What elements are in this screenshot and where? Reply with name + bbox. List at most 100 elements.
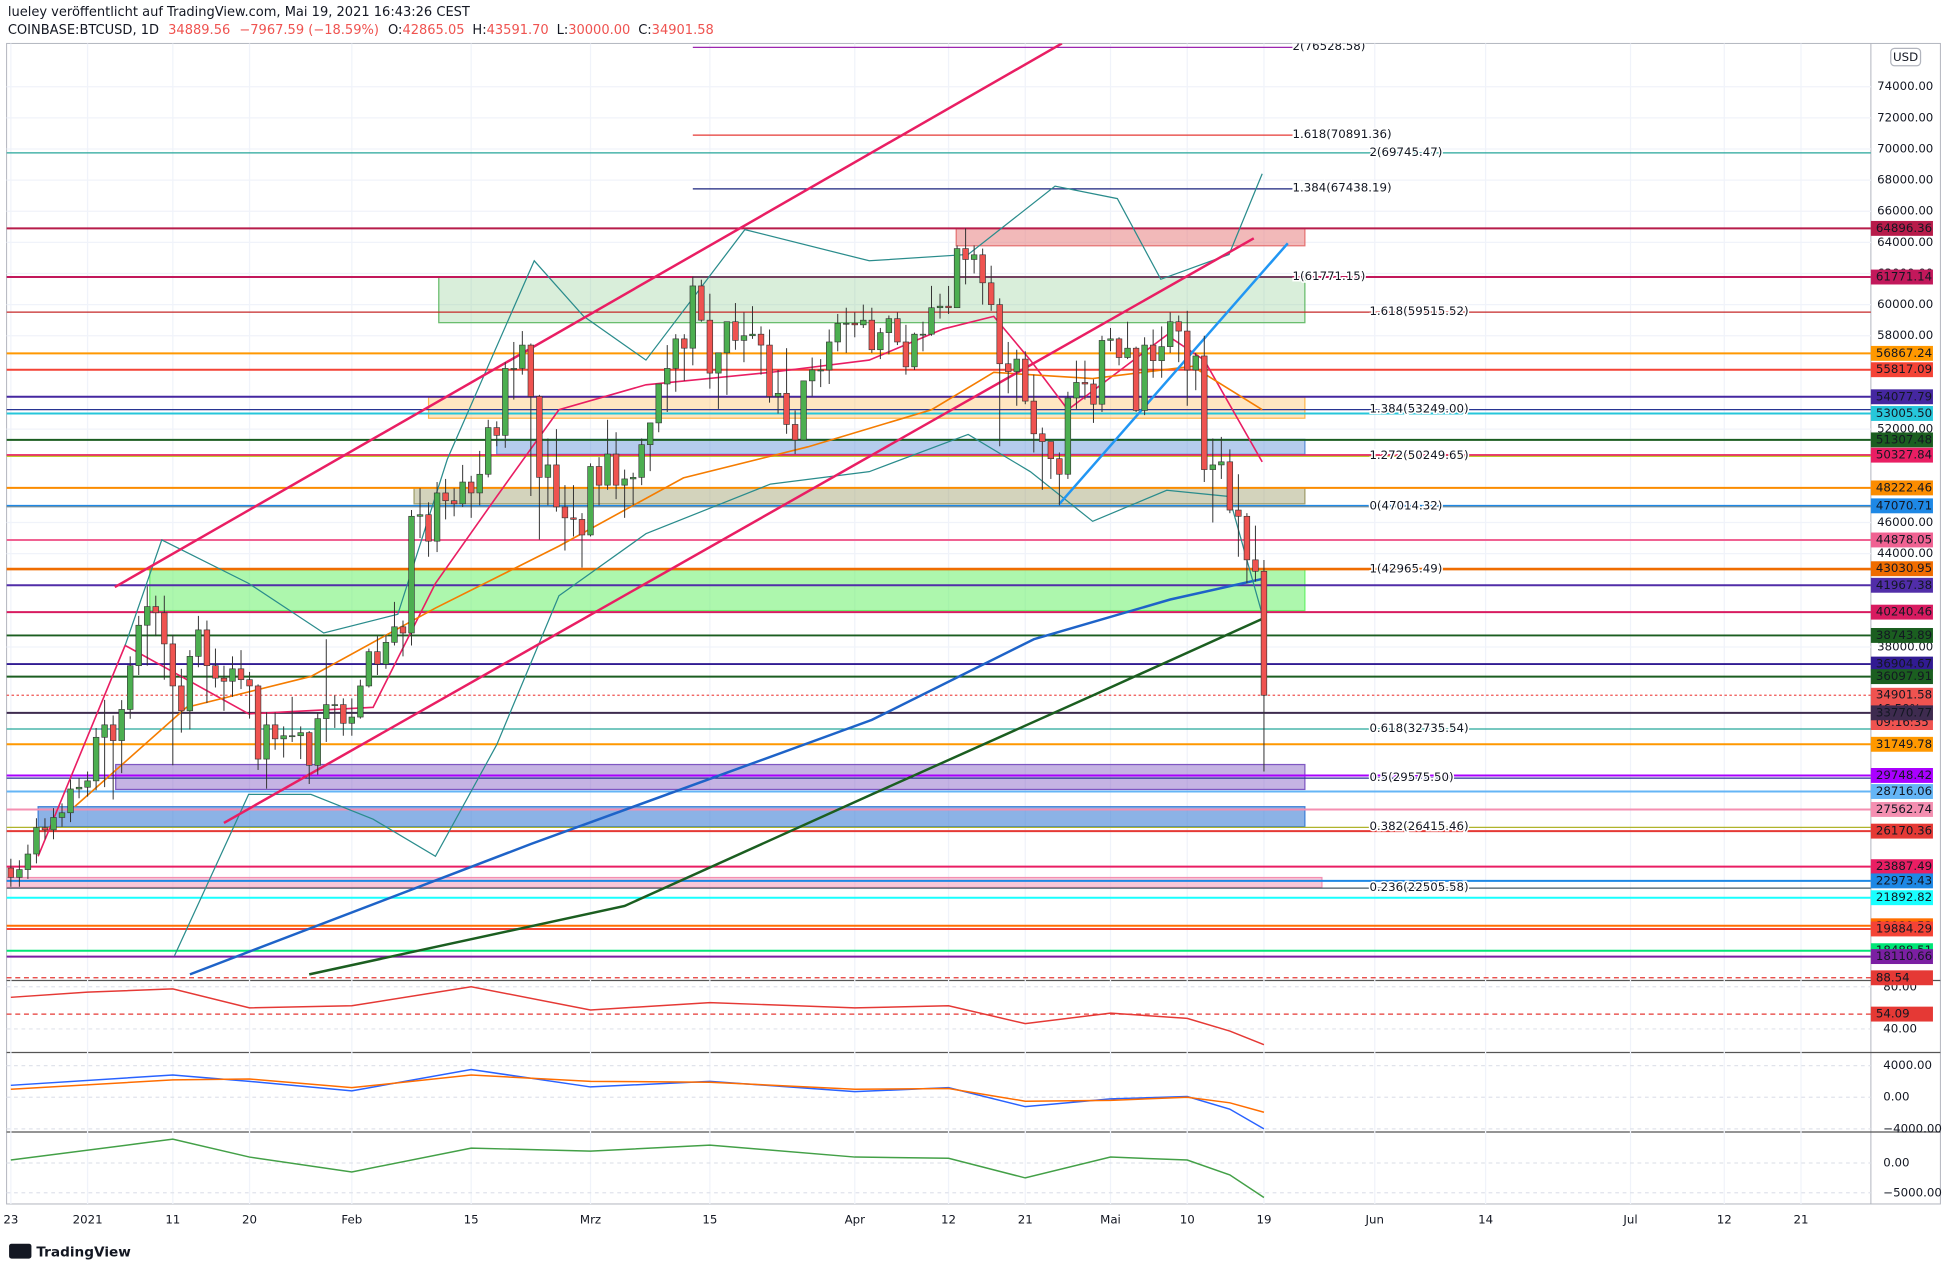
- pane-tick-label: 40.00: [1883, 1021, 1917, 1035]
- ohlc-key: O:: [388, 22, 402, 37]
- ohlc-key: C:: [638, 22, 651, 37]
- ohlc-value: 30000.00: [568, 22, 630, 37]
- level-label: 21892.82: [1876, 890, 1932, 904]
- candle-body: [1039, 433, 1046, 442]
- price-zone: [6, 876, 1323, 889]
- candle-body: [1081, 382, 1089, 385]
- candle-body: [740, 335, 748, 341]
- level-label: 27562.74: [1876, 802, 1932, 816]
- x-tick-label: 2021: [73, 1213, 103, 1227]
- level-label: 40240.46: [1876, 605, 1932, 619]
- candle-body: [655, 383, 662, 424]
- overlay-line: [124, 173, 1263, 646]
- level-label-box: [1870, 577, 1933, 593]
- candle-body: [127, 665, 134, 710]
- candle-body: [928, 307, 935, 335]
- candle-body: [621, 478, 628, 486]
- level-label: 44878.05: [1876, 532, 1932, 546]
- candle-body: [502, 368, 509, 436]
- x-tick-label: 10: [1180, 1213, 1195, 1227]
- ohlc-key: L:: [557, 22, 569, 37]
- price-zone: [955, 227, 1306, 247]
- candle-body: [357, 685, 364, 718]
- candle-body: [178, 685, 185, 712]
- x-tick-label: 21: [1018, 1213, 1033, 1227]
- candle-body: [1149, 344, 1157, 361]
- pane-marker-label: 88.54: [1876, 970, 1910, 984]
- candle-body: [911, 333, 918, 368]
- candle-body: [519, 344, 526, 369]
- candle-body: [698, 285, 705, 321]
- candle-body: [1192, 355, 1199, 371]
- currency-badge[interactable]: [1890, 47, 1922, 67]
- level-label-box: [1870, 532, 1933, 548]
- pane-tick-label: −4000.00: [1883, 1121, 1942, 1135]
- level-label: 61771.14: [1876, 270, 1932, 284]
- candle-body: [561, 506, 569, 519]
- candle-body: [391, 626, 398, 643]
- x-tick-label: Jun: [1365, 1213, 1384, 1227]
- footer-brand: TradingView: [36, 1244, 131, 1260]
- candle-body: [527, 344, 535, 397]
- candle-body: [851, 322, 858, 326]
- candle-body: [459, 481, 466, 505]
- candle-body: [1226, 461, 1234, 511]
- candle-body: [1090, 383, 1097, 405]
- candle-body: [144, 606, 151, 626]
- candle-body: [1243, 515, 1251, 561]
- ohlc-value: 43591.70: [487, 22, 549, 37]
- level-label-box: [1870, 949, 1933, 965]
- candle-body: [92, 736, 100, 782]
- candle-body: [510, 368, 517, 370]
- candle-body: [843, 322, 850, 325]
- candle-body: [374, 651, 381, 665]
- y-tick-label: 70000.00: [1877, 141, 1933, 155]
- candle-body: [237, 668, 245, 681]
- y-tick-label: 64000.00: [1877, 235, 1933, 249]
- ohlc-value: 34901.58: [652, 22, 714, 37]
- level-label: 23887.49: [1876, 859, 1932, 873]
- candle-body: [289, 735, 296, 738]
- candle-body: [834, 322, 841, 343]
- candle-body: [1030, 400, 1037, 435]
- level-label: 54077.79: [1876, 389, 1932, 403]
- candle-body: [161, 612, 168, 645]
- candle-body: [263, 724, 270, 760]
- y-tick-label: 72000.00: [1877, 110, 1933, 124]
- grid: [6, 43, 1871, 1204]
- candle-body: [817, 369, 824, 372]
- level-label-box: [1870, 345, 1933, 361]
- candle-body: [570, 517, 577, 520]
- level-label: 18110.66: [1876, 949, 1932, 963]
- y-tick-label: 52000.00: [1877, 422, 1933, 436]
- price-zone: [149, 569, 1306, 612]
- x-tick-label: 19: [1256, 1213, 1271, 1227]
- chart-frame: [6, 42, 1941, 1205]
- candle-body: [7, 867, 15, 878]
- fib-label: 0(47014.32): [1369, 499, 1442, 513]
- trend-line: [223, 237, 1255, 825]
- candle-body: [1175, 321, 1182, 332]
- y-tick-label: 60000.00: [1877, 297, 1933, 311]
- candle-body: [672, 338, 679, 369]
- main-pane: 2(76528.58) 1.618(70891.36) 2(69745.47) 1.3…: [6, 43, 1871, 976]
- candle-body: [723, 321, 731, 354]
- candle-body: [962, 248, 969, 260]
- candle-body: [365, 651, 373, 687]
- level-label: 28716.06: [1876, 784, 1932, 798]
- ohlc-value: 42865.05: [402, 22, 464, 37]
- level-label-box: [1870, 784, 1933, 799]
- candle-body: [587, 466, 594, 536]
- candle-body: [1124, 347, 1131, 358]
- level-label-box: [1870, 627, 1933, 643]
- candle-body: [169, 643, 176, 687]
- level-label: 64896.36: [1876, 221, 1932, 235]
- level-label: 55817.09: [1876, 362, 1932, 376]
- candle-body: [433, 492, 441, 542]
- candle-body: [681, 338, 688, 349]
- level-label: 51307.48: [1876, 432, 1932, 446]
- candle-body: [919, 333, 927, 336]
- candle-body: [945, 305, 952, 309]
- level-label: 36097.91: [1876, 669, 1932, 683]
- level-label-box: [1870, 736, 1933, 752]
